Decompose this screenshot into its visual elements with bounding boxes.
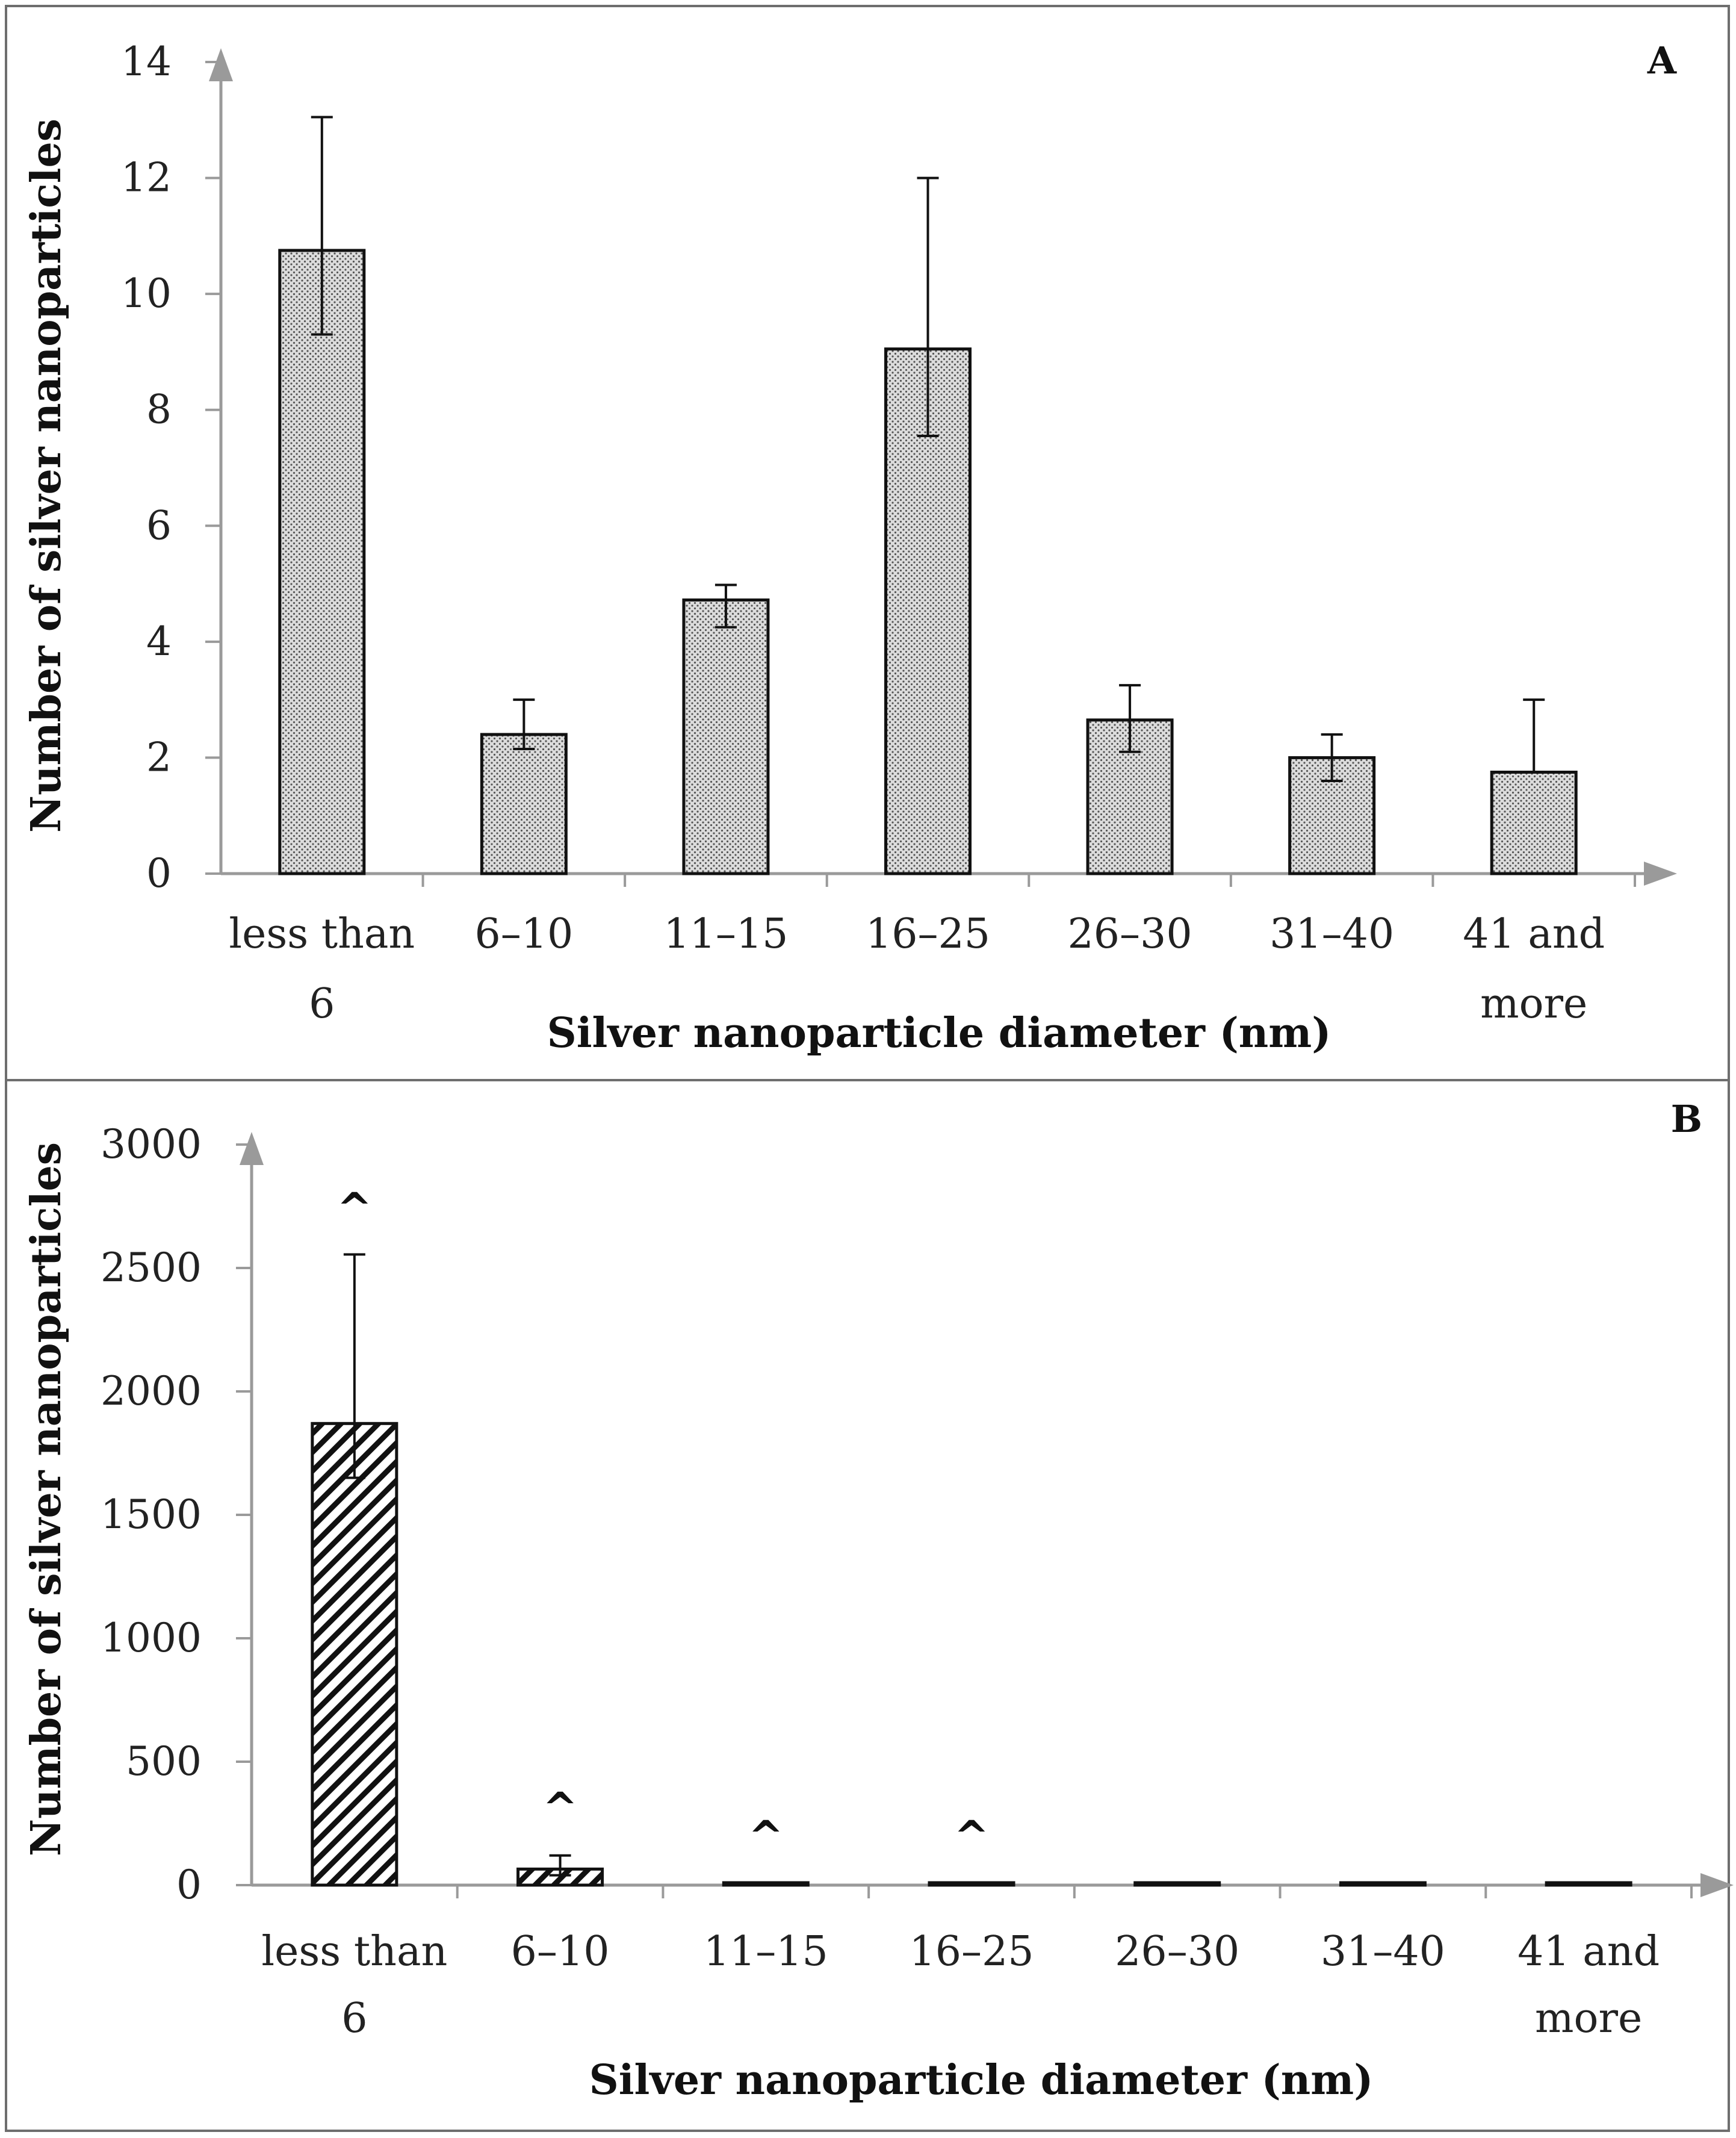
chart-1-y-tick-label: 3000 <box>101 1121 202 1167</box>
chart-1-x-tick-label: 41 and <box>1517 1928 1660 1975</box>
chart-0-y-axis-title: Number of silver nanoparticles <box>22 119 70 833</box>
chart-1-significance-marker: ^ <box>954 1812 990 1861</box>
chart-0-bar <box>682 598 770 875</box>
chart-1-significance-marker: ^ <box>748 1812 784 1861</box>
chart-1-bar <box>1545 1881 1632 1887</box>
chart-0-x-axis-title: Silver nanoparticle diameter (nm) <box>547 1009 1331 1057</box>
chart-0-x-tick-label: less than <box>229 910 415 958</box>
chart-0-y-tick-label: 12 <box>121 155 172 201</box>
chart-1-y-axis-title: Number of silver nanoparticles <box>22 1142 70 1856</box>
chart-1-bar <box>928 1881 1015 1887</box>
chart-0-y-tick-label: 4 <box>146 618 172 665</box>
chart-1-bar <box>1339 1881 1427 1887</box>
chart-1-x-tick-label: more <box>1535 1995 1642 2042</box>
chart-0-x-tick-label: 16–25 <box>866 910 990 958</box>
chart-0-y-axis-arrow <box>209 48 233 81</box>
chart-0-y-tick-label: 8 <box>146 387 172 433</box>
chart-1-y-tick-label: 1000 <box>101 1615 202 1661</box>
chart-1-y-tick-label: 500 <box>126 1738 202 1785</box>
chart-0-bar <box>1490 771 1578 875</box>
chart-0-x-tick-label: 26–30 <box>1068 910 1192 958</box>
chart-1-panel-label: B <box>1671 1097 1702 1141</box>
chart-0-bar <box>278 249 366 875</box>
chart-1-x-tick-label: less than <box>261 1928 447 1975</box>
chart-0-x-tick-label: 6–10 <box>474 910 573 958</box>
chart-0-y-tick-label: 10 <box>121 270 172 317</box>
chart-0-x-tick-label: more <box>1480 980 1587 1028</box>
chart-1-x-tick-label: 26–30 <box>1115 1928 1239 1975</box>
chart-1-x-tick-label: 11–15 <box>704 1928 828 1975</box>
panel-b-chart: 0 500 1000 1500 2000 2500 3000 ^ less than 6 ^ 6–10… <box>22 1097 1734 2104</box>
chart-1-x-tick-label: 6 <box>341 1995 367 2042</box>
panel-a-chart: 0 2 4 6 8 10 12 14 less than 6 6–10 11–15 16–25 26–30… <box>22 39 1677 1057</box>
chart-0-x-tick-label: 6 <box>309 980 335 1028</box>
chart-1-x-tick-label: 16–25 <box>909 1928 1034 1975</box>
chart-0-y-tick-label: 2 <box>146 734 172 780</box>
chart-0-bar <box>480 733 568 875</box>
chart-0-y-tick-label: 6 <box>146 502 172 548</box>
chart-1-y-tick-label: 0 <box>176 1862 202 1908</box>
chart-1-bar <box>311 1422 398 1887</box>
panel-b-frame <box>5 1079 1730 2132</box>
chart-1-x-tick-label: 6–10 <box>511 1928 610 1975</box>
chart-1-y-tick-label: 1500 <box>101 1491 202 1538</box>
chart-1-significance-marker: ^ <box>542 1783 578 1833</box>
chart-0-x-tick-label: 41 and <box>1463 910 1605 958</box>
chart-0-y-tick-label: 14 <box>121 39 172 85</box>
chart-0-y-tick-label: 0 <box>146 850 172 897</box>
chart-0-x-tick-label: 31–40 <box>1269 910 1394 958</box>
chart-0-panel-label: A <box>1647 39 1677 82</box>
chart-1-bar <box>1133 1881 1221 1887</box>
chart-1-y-tick-label: 2500 <box>101 1245 202 1291</box>
chart-1-x-axis-arrow <box>1700 1873 1734 1897</box>
chart-0-x-tick-label: 11–15 <box>663 910 788 958</box>
chart-1-bar <box>722 1881 810 1887</box>
chart-1-x-axis-title: Silver nanoparticle diameter (nm) <box>589 2056 1374 2104</box>
chart-1-y-axis-arrow <box>240 1132 264 1165</box>
chart-1-y-tick-label: 2000 <box>101 1368 202 1414</box>
chart-0-x-axis-arrow <box>1644 862 1677 886</box>
chart-1-significance-marker: ^ <box>337 1184 373 1233</box>
chart-1-x-tick-label: 31–40 <box>1321 1928 1445 1975</box>
